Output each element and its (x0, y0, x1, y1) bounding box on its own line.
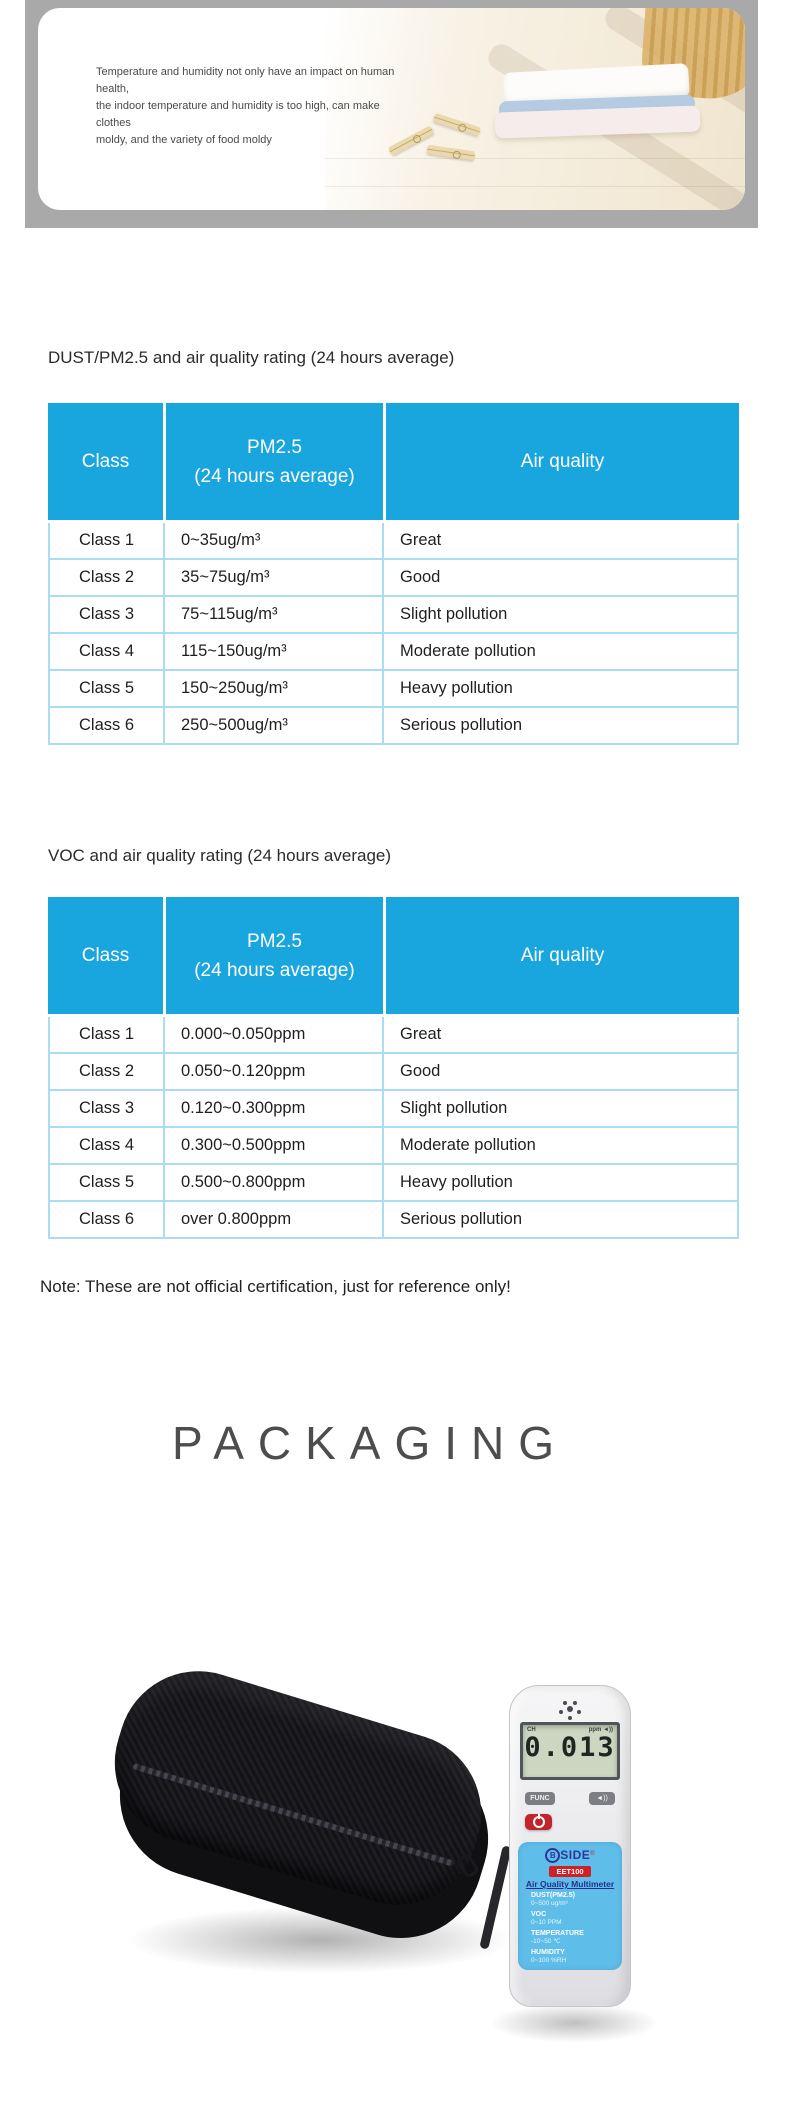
header-cell-class: Class (48, 897, 163, 1014)
banner: Temperature and humidity not only have a… (25, 0, 758, 228)
banner-card: Temperature and humidity not only have a… (38, 8, 745, 210)
func-button: FUNC (525, 1792, 555, 1805)
dust-rating-table: Class PM2.5 (24 hours average) Air quali… (48, 403, 739, 745)
spec-row: HUMIDITY 0~100 %RH (531, 1949, 567, 1964)
cell-range: 0.500~0.800ppm (163, 1165, 382, 1200)
brand-b-icon: B (545, 1848, 561, 1863)
table-header-row: Class PM2.5 (24 hours average) Air quali… (48, 897, 739, 1014)
brand-logo: B SIDE® (518, 1848, 622, 1863)
wood-plank-line (325, 186, 745, 187)
lcd-display: CH ppm ◄)) 0.013 (520, 1722, 620, 1780)
cell-range: 150~250ug/m³ (163, 671, 382, 706)
cell-range: 0.300~0.500ppm (163, 1128, 382, 1163)
cell-class: Class 2 (78, 568, 135, 586)
packaging-heading: PACKAGING (171, 1417, 569, 1469)
cell-range: 115~150ug/m³ (163, 634, 382, 669)
packaging-photo: CH ppm ◄)) 0.013 FUNC ◄)) B SIDE® EET10 (0, 1640, 790, 2060)
lcd-unit: ppm ◄)) (588, 1727, 613, 1733)
wood-plank-line (325, 158, 745, 159)
header-cell-class: Class (48, 403, 163, 520)
voc-section-heading: VOC and air quality rating (24 hours ave… (48, 846, 392, 865)
cell-class: Class 6 (78, 716, 135, 734)
table-header-row: Class PM2.5 (24 hours average) Air quali… (48, 403, 739, 520)
header-cell-quality: Air quality (383, 897, 739, 1014)
lcd-value: 0.013 (524, 1732, 616, 1763)
cell-quality: Great (382, 523, 737, 558)
sound-button: ◄)) (589, 1792, 615, 1805)
cell-range: 0.120~0.300ppm (163, 1091, 382, 1126)
cell-quality: Slight pollution (382, 597, 737, 632)
header-cell-metric: PM2.5 (24 hours average) (163, 897, 383, 1014)
header-cell-quality: Air quality (383, 403, 739, 520)
cell-class: Class 5 (78, 1173, 135, 1191)
cell-quality: Serious pollution (382, 708, 737, 743)
cell-quality: Moderate pollution (382, 634, 737, 669)
cell-range: 0.050~0.120ppm (163, 1054, 382, 1089)
cell-quality: Good (382, 560, 737, 595)
cell-class: Class 1 (78, 1025, 135, 1043)
cell-class: Class 6 (78, 1210, 135, 1228)
cell-range: 75~115ug/m³ (163, 597, 382, 632)
cell-class: Class 2 (78, 1062, 135, 1080)
table-row: Class 4 115~150ug/m³ Moderate pollution (50, 634, 737, 671)
table-body: Class 1 0~35ug/m³ Great Class 2 35~75ug/… (48, 523, 739, 745)
cell-class: Class 1 (78, 531, 135, 549)
lcd-mode: CH (527, 1727, 536, 1733)
reference-note: Note: These are not official certificati… (40, 1277, 511, 1296)
meter-shadow (489, 2003, 659, 2043)
registered-mark: ® (590, 1851, 595, 1857)
spec-row: VOC 0~10 PPM (531, 1911, 562, 1926)
cell-range: 0~35ug/m³ (163, 523, 382, 558)
laundry-photo (325, 8, 745, 210)
cell-quality: Heavy pollution (382, 671, 737, 706)
table-row: Class 5 150~250ug/m³ Heavy pollution (50, 671, 737, 708)
power-icon (532, 1816, 545, 1828)
table-row: Class 5 0.500~0.800ppm Heavy pollution (50, 1165, 737, 1202)
table-row: Class 6 over 0.800ppm Serious pollution (50, 1202, 737, 1237)
cell-quality: Great (382, 1017, 737, 1052)
spec-row: DUST(PM2.5) 0~500 ug/m³ (531, 1892, 575, 1907)
cell-quality: Moderate pollution (382, 1128, 737, 1163)
cell-quality: Slight pollution (382, 1091, 737, 1126)
cell-class: Class 3 (78, 605, 135, 623)
meter-body: CH ppm ◄)) 0.013 FUNC ◄)) B SIDE® EET10 (509, 1685, 631, 2007)
table-row: Class 1 0.000~0.050ppm Great (50, 1017, 737, 1054)
cell-range: 250~500ug/m³ (163, 708, 382, 743)
cell-class: Class 4 (78, 642, 135, 660)
table-row: Class 6 250~500ug/m³ Serious pollution (50, 708, 737, 743)
banner-description-line: moldy, and the variety of food moldy (96, 134, 272, 146)
cell-class: Class 4 (78, 1136, 135, 1154)
power-button (525, 1814, 552, 1830)
banner-description: Temperature and humidity not only have a… (96, 64, 416, 149)
table-row: Class 4 0.300~0.500ppm Moderate pollutio… (50, 1128, 737, 1165)
clothespin (432, 112, 482, 137)
cell-range: over 0.800ppm (163, 1202, 382, 1237)
cell-quality: Heavy pollution (382, 1165, 737, 1200)
table-body: Class 1 0.000~0.050ppm Great Class 2 0.0… (48, 1017, 739, 1239)
banner-description-line: Temperature and humidity not only have a… (96, 66, 395, 95)
cell-class: Class 3 (78, 1099, 135, 1117)
towel-stack (494, 63, 705, 139)
header-cell-metric: PM2.5 (24 hours average) (163, 403, 383, 520)
cell-range: 0.000~0.050ppm (163, 1017, 382, 1052)
table-row: Class 2 35~75ug/m³ Good (50, 560, 737, 597)
spec-row: TEMPERATURE -10~50 ℃ (531, 1930, 584, 1945)
table-row: Class 1 0~35ug/m³ Great (50, 523, 737, 560)
air-quality-meter: CH ppm ◄)) 0.013 FUNC ◄)) B SIDE® EET10 (479, 1685, 659, 2043)
model-badge: EET100 (549, 1866, 591, 1877)
banner-description-line: the indoor temperature and humidity is t… (96, 100, 380, 129)
device-label: B SIDE® EET100 Air Quality Multimeter DUS… (518, 1842, 622, 1970)
dust-section-heading: DUST/PM2.5 and air quality rating (24 ho… (48, 348, 455, 367)
table-row: Class 2 0.050~0.120ppm Good (50, 1054, 737, 1091)
table-row: Class 3 0.120~0.300ppm Slight pollution (50, 1091, 737, 1128)
cell-class: Class 5 (78, 679, 135, 697)
sensor-vent-icon (567, 1706, 573, 1712)
cell-range: 35~75ug/m³ (163, 560, 382, 595)
cell-quality: Serious pollution (382, 1202, 737, 1237)
cell-quality: Good (382, 1054, 737, 1089)
label-title: Air Quality Multimeter (525, 1879, 615, 1889)
voc-rating-table: Class PM2.5 (24 hours average) Air quali… (48, 897, 739, 1239)
table-row: Class 3 75~115ug/m³ Slight pollution (50, 597, 737, 634)
